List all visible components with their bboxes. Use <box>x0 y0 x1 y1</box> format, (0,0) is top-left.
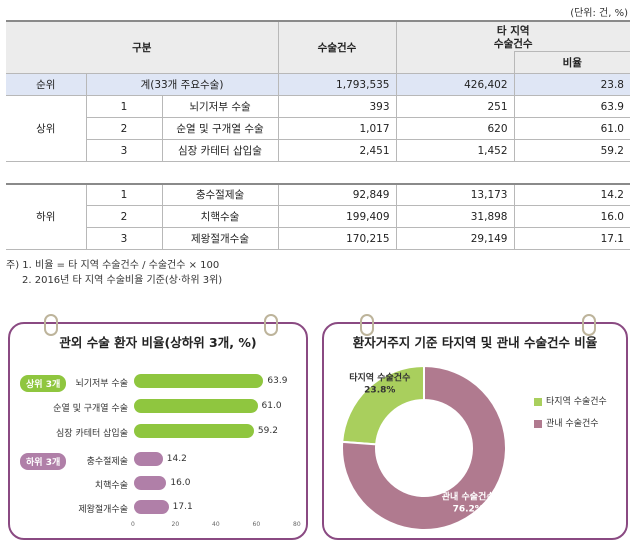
legend-item: 타지역 수술건수 <box>534 394 607 407</box>
header-category: 구분 <box>6 20 278 74</box>
table-row: 3 심장 카테터 삽입술 2,451 1,452 59.2 <box>6 139 630 162</box>
row-name: 뇌기저부 수술 <box>161 95 278 118</box>
table-row: 상위 1 뇌기저부 수술 393 251 63.9 <box>6 95 630 162</box>
row-other: 31,898 <box>395 205 514 228</box>
row-name: 충수절제술 <box>161 183 278 206</box>
x-tick-label: 60 <box>252 521 261 528</box>
table-row: 하위 1 충수절제술 92,849 13,173 14.2 <box>6 183 630 250</box>
total-surgeries: 1,793,535 <box>277 73 396 96</box>
bar-category-label: 순열 및 구개열 수술 <box>53 404 128 414</box>
row-ratio: 63.9 <box>513 95 630 118</box>
row-no: 1 <box>85 183 162 206</box>
header-ratio: 비율 <box>513 51 630 74</box>
bar-value-label: 16.0 <box>170 478 191 488</box>
donut-slice-value: 76.2% <box>453 505 484 515</box>
donut-chart-panel: 환자거주지 기준 타지역 및 관내 수술건수 비율 타지역 수술건수 23.8% 관… <box>322 314 628 540</box>
total-ratio: 23.8 <box>513 73 630 96</box>
x-tick-label: 40 <box>212 521 220 528</box>
note-1: 주) 1. 비율 = 타 지역 수술건수 / 수술건수 × 100 <box>6 260 220 271</box>
row-surgeries: 170,215 <box>277 227 396 250</box>
row-no: 1 <box>85 95 162 118</box>
note-2: 2. 2016년 타 지역 수술비율 기준(상·하위 3위) <box>22 275 223 286</box>
row-surgeries: 199,409 <box>277 205 396 228</box>
donut-slice-value: 23.8% <box>364 385 395 395</box>
row-other: 13,173 <box>395 183 514 206</box>
row-name: 순열 및 구개열 수술 <box>161 117 278 140</box>
row-ratio: 59.2 <box>513 139 630 162</box>
bar <box>134 374 264 388</box>
donut-slice-name: 타지역 수술건수 <box>349 371 410 383</box>
badge-bottom3: 하위 3개 <box>20 453 67 470</box>
table-total-row: 순위 계(33개 주요수술) 1,793,535 426,402 23.8 <box>6 73 630 96</box>
bar-value-label: 61.0 <box>261 401 282 411</box>
legend-label: 타지역 수술건수 <box>546 397 607 407</box>
legend-swatch <box>534 419 542 428</box>
row-other: 1,452 <box>395 139 514 162</box>
bar-value-label: 14.2 <box>166 454 187 464</box>
unit-label: (단위: 건, %) <box>570 8 628 19</box>
legend-swatch <box>534 397 542 406</box>
table-header-row: 구분 수술건수 타 지역 수술건수 <box>6 20 630 74</box>
clip-icon <box>582 314 596 336</box>
bar-value-label: 63.9 <box>267 376 288 386</box>
row-surgeries: 393 <box>277 95 396 118</box>
row-other: 620 <box>395 117 514 140</box>
legend-label: 관내 수술건수 <box>546 419 599 429</box>
bar-category-label: 충수절제술 <box>86 457 128 467</box>
donut-slice-name: 관내 수술건수 <box>442 491 495 503</box>
donut-slice <box>341 364 507 531</box>
donut-chart: 타지역 수술건수 23.8% 관내 수술건수 76.2% <box>341 364 507 531</box>
bar-category-label: 뇌기저부 수술 <box>75 379 128 389</box>
bar <box>134 500 169 514</box>
row-other: 29,149 <box>395 227 514 250</box>
bar-value-label: 59.2 <box>257 426 278 436</box>
bar-category-label: 제왕절개수술 <box>78 505 128 515</box>
total-rank: 순위 <box>6 73 86 96</box>
row-no: 2 <box>85 117 162 140</box>
bar <box>134 476 167 490</box>
table-row: 3 제왕절개수술 170,215 29,149 17.1 <box>6 227 630 250</box>
surgery-table: 구분 수술건수 타 지역 수술건수 비율 순위 계(33개 주요수술) 1,79… <box>6 20 630 250</box>
row-surgeries: 2,451 <box>277 139 396 162</box>
bar <box>134 399 258 413</box>
bar <box>134 424 254 438</box>
row-name: 심장 카테터 삽입술 <box>161 139 278 162</box>
table-row: 2 치핵수술 199,409 31,898 16.0 <box>6 205 630 228</box>
group-bottom: 하위 <box>6 183 86 250</box>
bar-chart-title: 관외 수술 환자 비율(상하위 3개, %) <box>59 335 257 350</box>
header-other-region: 타 지역 수술건수 <box>395 20 630 52</box>
row-ratio: 61.0 <box>513 117 630 140</box>
row-ratio: 14.2 <box>513 183 630 206</box>
bar-category-label: 치핵수술 <box>94 481 128 491</box>
clip-icon <box>360 314 374 336</box>
bar-chart-panel: 관외 수술 환자 비율(상하위 3개, %) 상위 3개 뇌기저부 수술 63.9 순… <box>8 314 308 540</box>
badge-top3: 상위 3개 <box>20 375 67 392</box>
x-tick-label: 20 <box>171 521 180 528</box>
bar <box>134 452 163 466</box>
table-notes: 주) 1. 비율 = 타 지역 수술건수 / 수술건수 × 100 2. 201… <box>6 258 222 288</box>
row-name: 치핵수술 <box>161 205 278 228</box>
donut-chart-title: 환자거주지 기준 타지역 및 관내 수술건수 비율 <box>352 335 598 350</box>
row-surgeries: 92,849 <box>277 183 396 206</box>
total-label: 계(33개 주요수술) <box>85 73 278 96</box>
row-ratio: 17.1 <box>513 227 630 250</box>
row-name: 제왕절개수술 <box>161 227 278 250</box>
clip-icon <box>264 314 278 336</box>
table-row: 2 순열 및 구개열 수술 1,017 620 61.0 <box>6 117 630 140</box>
total-other: 426,402 <box>395 73 514 96</box>
row-no: 3 <box>85 227 162 250</box>
row-surgeries: 1,017 <box>277 117 396 140</box>
x-tick-label: 80 <box>293 521 301 528</box>
group-top: 상위 <box>6 95 86 162</box>
row-other: 251 <box>395 95 514 118</box>
legend-item: 관내 수술건수 <box>534 416 599 429</box>
row-no: 3 <box>85 139 162 162</box>
header-surgeries: 수술건수 <box>277 20 396 74</box>
row-ratio: 16.0 <box>513 205 630 228</box>
bar-category-label: 심장 카테터 삽입술 <box>56 429 128 439</box>
bar-value-label: 17.1 <box>172 502 193 512</box>
x-tick-label: 0 <box>131 521 135 528</box>
clip-icon <box>44 314 58 336</box>
row-no: 2 <box>85 205 162 228</box>
